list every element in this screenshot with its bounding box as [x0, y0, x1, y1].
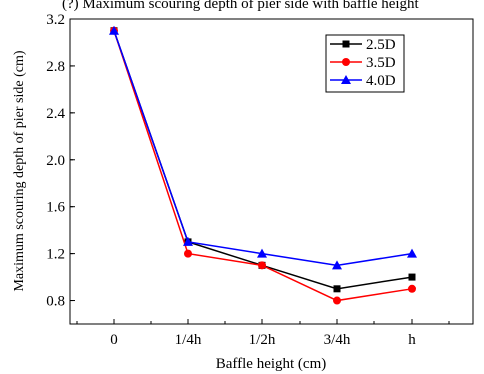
legend-marker	[342, 40, 350, 48]
data-point-circle	[184, 249, 192, 258]
legend-label: 2.5D	[366, 37, 396, 53]
data-point-circle	[333, 296, 341, 305]
data-point-circle	[408, 284, 416, 293]
x-tick-label: 1/2h	[249, 332, 276, 348]
y-tick-label: 3.2	[46, 12, 65, 28]
y-tick-label: 0.8	[46, 294, 65, 310]
data-point-triangle	[257, 248, 267, 258]
x-tick-label: 1/4h	[175, 332, 202, 348]
x-tick-label: 0	[110, 332, 118, 348]
legend-marker	[342, 58, 350, 66]
chart-title: (?) Maximum scouring depth of pier side …	[62, 0, 420, 12]
plot-frame	[69, 18, 474, 325]
legend-label: 3.5D	[366, 55, 396, 71]
data-point-square	[333, 285, 341, 293]
y-tick-label: 1.6	[46, 200, 65, 216]
y-tick-label: 2.4	[46, 106, 65, 122]
data-point-triangle	[183, 236, 193, 246]
data-point-triangle	[109, 25, 119, 35]
data-point-triangle	[407, 248, 417, 258]
y-axis: 0.8 1.2 1.6 2.0 2.4 2.8 3.2	[46, 12, 75, 310]
legend-label: 4.0D	[366, 73, 396, 89]
legend-marker	[341, 75, 351, 84]
data-point-square	[408, 273, 416, 281]
data-point-circle	[258, 261, 266, 270]
data-point-triangle	[332, 260, 342, 270]
x-tick-label: h	[408, 332, 416, 348]
x-axis: 0 1/4h 1/2h 3/4h h	[76, 319, 450, 348]
x-tick-label: 3/4h	[324, 332, 351, 348]
y-tick-label: 1.2	[46, 247, 65, 263]
y-tick-label: 2.0	[46, 153, 65, 169]
y-tick-label: 2.8	[46, 59, 65, 75]
y-axis-label: Maximum scouring depth of pier side (cm)	[12, 50, 27, 291]
series-layer	[109, 25, 417, 305]
legend: 2.5D 3.5D 4.0D	[325, 34, 405, 93]
x-axis-label: Baffle height (cm)	[216, 356, 327, 372]
